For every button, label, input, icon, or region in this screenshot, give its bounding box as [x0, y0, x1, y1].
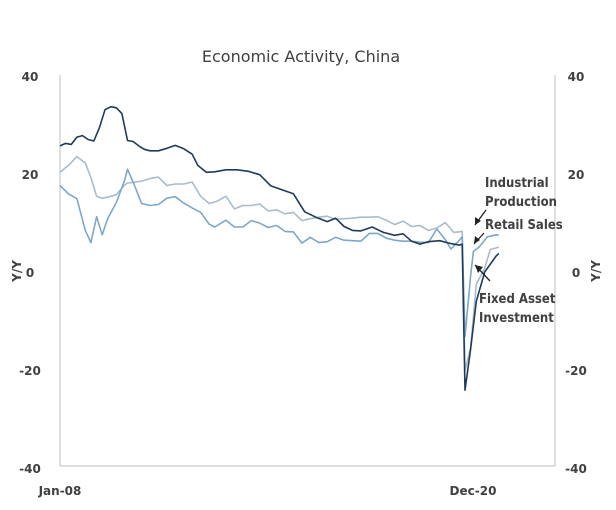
y-tick-label-right-minus-40: -40	[565, 462, 587, 476]
annotations: Industrial Production Retail Sales Fixed…	[473, 176, 563, 326]
y-axis-label-right: Y/Y	[589, 260, 603, 283]
series-line-retail-sales	[59, 155, 500, 372]
x-tick-label-jan-08: Jan-08	[38, 484, 82, 498]
arrowhead-industrial-production	[475, 217, 481, 225]
y-tick-label-40: 40	[22, 70, 39, 84]
x-tick-label-dec-20: Dec-20	[450, 484, 497, 498]
chart-title: Economic Activity, China	[202, 47, 400, 66]
y-tick-label-minus-40: -40	[19, 462, 41, 476]
plot-area: 40 20 0 -20 -40 40 20 0 -20 -40 Y/Y Y/Y …	[10, 70, 603, 498]
y-tick-label-right-40: 40	[568, 70, 585, 84]
annotation-fixed-asset-investment-line-2: Investment	[479, 311, 554, 326]
series-line-fixed-asset-investment	[59, 106, 500, 391]
annotation-fixed-asset-investment: Fixed Asset Investment	[479, 292, 560, 326]
series-layer	[59, 106, 500, 391]
y-tick-label-20: 20	[22, 168, 39, 182]
series-line-industrial-production	[59, 168, 499, 338]
y-tick-label-right-0: 0	[572, 266, 580, 280]
arrowhead-fixed-asset-investment	[475, 265, 483, 273]
annotation-retail-sales: Retail Sales	[485, 218, 563, 233]
arrowhead-retail-sales	[474, 236, 480, 244]
y-tick-label-minus-20: -20	[19, 364, 41, 378]
annotation-industrial-production-line-1: Industrial	[485, 176, 549, 191]
y-tick-label-right-20: 20	[568, 168, 585, 182]
y-axis-label-left: Y/Y	[10, 260, 24, 283]
annotation-industrial-production-line-2: Production	[485, 195, 557, 210]
y-tick-label-0: 0	[26, 266, 34, 280]
annotation-fixed-asset-investment-line-1: Fixed Asset	[479, 292, 556, 307]
annotation-industrial-production: Industrial Production	[485, 176, 557, 210]
y-tick-label-right-minus-20: -20	[565, 364, 587, 378]
